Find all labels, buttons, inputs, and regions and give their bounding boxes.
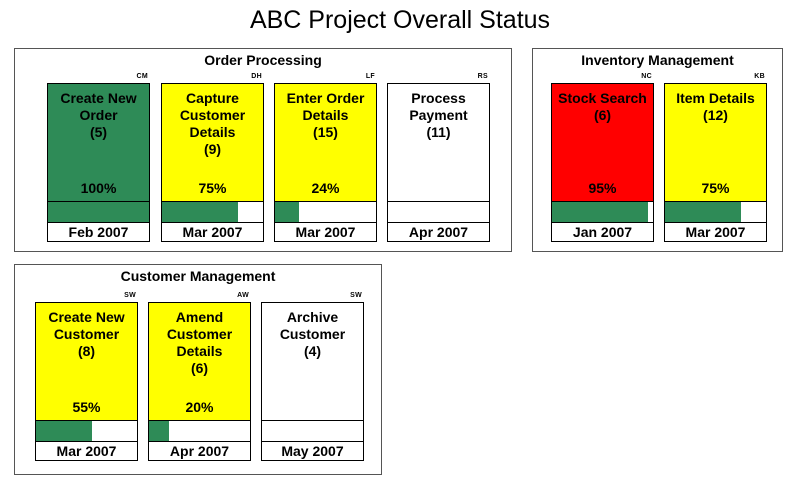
group-title: Order Processing <box>204 52 322 68</box>
progress-bar-fill <box>552 202 648 222</box>
task-percent: 75% <box>198 180 227 196</box>
task-due-date: Mar 2007 <box>35 441 138 461</box>
task-name-block: Process Payment (11) <box>390 90 487 141</box>
task-card-body: Enter Order Details (15) 24% <box>274 83 377 202</box>
owner-initials: AW <box>237 292 249 299</box>
owner-initials: KB <box>754 73 765 80</box>
progress-bar <box>387 202 490 223</box>
group-inventory-management: Inventory Management NC Stock Search (6) 95… <box>532 48 783 252</box>
task-percent: 95% <box>588 180 617 196</box>
progress-bar-fill <box>162 202 238 222</box>
owner-initials: LF <box>365 73 375 80</box>
task-card-body: Amend Customer Details (6) 20% <box>148 302 251 421</box>
progress-bar-fill <box>36 421 92 441</box>
task-count: (12) <box>703 107 728 123</box>
owner-initials: NC <box>641 73 652 80</box>
task-name: Amend Customer Details <box>166 309 233 359</box>
task-count: (6) <box>190 360 209 376</box>
task-name-block: Archive Customer (4) <box>264 309 361 360</box>
progress-bar-fill <box>665 202 741 222</box>
task-card-body: Item Details (12) 75% <box>664 83 767 202</box>
task-due-date: Apr 2007 <box>148 441 251 461</box>
task-name: Enter Order Details <box>286 90 365 123</box>
task-name-block: Item Details (12) <box>667 90 764 124</box>
progress-bar <box>551 202 654 223</box>
task-name: Create New Order <box>60 90 137 123</box>
task-percent: 75% <box>701 180 730 196</box>
progress-bar <box>274 202 377 223</box>
progress-bar-fill <box>275 202 300 222</box>
task-name-block: Create New Customer (8) <box>38 309 135 360</box>
group-title: Inventory Management <box>581 52 734 68</box>
task-due-date: Apr 2007 <box>387 222 490 242</box>
task-percent: 24% <box>311 180 340 196</box>
task-count: (5) <box>89 124 108 140</box>
task-name-block: Stock Search (6) <box>554 90 651 124</box>
task-card-body: Create New Customer (8) 55% <box>35 302 138 421</box>
task-name: Stock Search <box>558 90 647 106</box>
task-due-date: Mar 2007 <box>664 222 767 242</box>
task-count: (6) <box>593 107 612 123</box>
progress-bar <box>664 202 767 223</box>
task-name-block: Enter Order Details (15) <box>277 90 374 141</box>
owner-initials: RS <box>477 73 488 80</box>
task-name-block: Amend Customer Details (6) <box>151 309 248 377</box>
task-count: (11) <box>426 124 451 140</box>
task-name: Create New Customer <box>48 309 125 342</box>
group-order-processing: Order Processing CM Create New Order (5) 10… <box>14 48 512 252</box>
task-card-body: Capture Customer Details (9) 75% <box>161 83 264 202</box>
task-percent: 100% <box>80 180 117 196</box>
task-count: (15) <box>313 124 338 140</box>
task-due-date: Mar 2007 <box>161 222 264 242</box>
progress-bar-fill <box>149 421 170 441</box>
task-card-body: Stock Search (6) 95% <box>551 83 654 202</box>
task-card-body: Process Payment (11) <box>387 83 490 202</box>
task-name: Process Payment <box>409 90 468 123</box>
progress-bar-fill <box>48 202 149 222</box>
task-due-date: May 2007 <box>261 441 364 461</box>
task-due-date: Mar 2007 <box>274 222 377 242</box>
task-due-date: Jan 2007 <box>551 222 654 242</box>
task-card-body: Create New Order (5) 100% <box>47 83 150 202</box>
task-name-block: Capture Customer Details (9) <box>164 90 261 158</box>
task-name: Archive Customer <box>279 309 346 342</box>
task-count: (9) <box>203 141 222 157</box>
progress-bar <box>148 421 251 442</box>
progress-bar <box>47 202 150 223</box>
task-due-date: Feb 2007 <box>47 222 150 242</box>
task-name-block: Create New Order (5) <box>50 90 147 141</box>
task-card-body: Archive Customer (4) <box>261 302 364 421</box>
group-customer-management: Customer Management SW Create New Custome… <box>14 264 382 475</box>
progress-bar <box>161 202 264 223</box>
owner-initials: SW <box>124 292 136 299</box>
progress-bar <box>35 421 138 442</box>
page-title: ABC Project Overall Status <box>249 6 551 34</box>
task-percent: 55% <box>72 399 101 415</box>
task-name: Capture Customer Details <box>179 90 246 140</box>
group-title: Customer Management <box>120 268 276 284</box>
task-count: (4) <box>303 343 322 359</box>
owner-initials: DH <box>251 73 262 80</box>
task-percent: 20% <box>185 399 214 415</box>
task-name: Item Details <box>676 90 755 106</box>
progress-bar <box>261 421 364 442</box>
owner-initials: SW <box>350 292 362 299</box>
owner-initials: CM <box>136 73 148 80</box>
task-count: (8) <box>77 343 96 359</box>
